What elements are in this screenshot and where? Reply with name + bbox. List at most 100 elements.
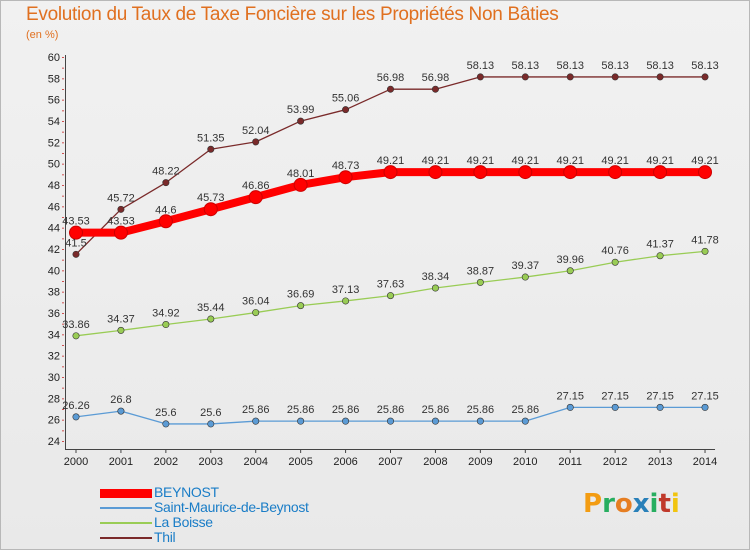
data-label-beynost: 49.21 [512,155,540,167]
data-label-la-boisse: 38.87 [467,265,495,277]
data-label-la-boisse: 37.13 [332,284,360,296]
point-la-boisse [431,284,439,292]
y-minor-tick [62,408,64,410]
y-minor-tick [62,174,64,176]
x-tick-label: 2010 [513,456,537,468]
data-label-thil: 58.13 [601,60,629,72]
y-tick-label: 58 [48,73,60,85]
point-thil [656,73,664,81]
data-label-la-boisse: 34.37 [107,313,135,325]
point-saint-maurice-de-beynost [207,420,215,428]
point-la-boisse [162,321,170,329]
y-minor-tick [62,430,64,432]
point-la-boisse [566,267,574,275]
point-saint-maurice-de-beynost [656,403,664,411]
data-label-saint-maurice-de-beynost: 25.86 [287,404,315,416]
point-thil [207,145,215,153]
y-minor-tick [62,120,64,122]
point-saint-maurice-de-beynost [297,417,305,425]
y-minor-tick [62,163,64,165]
y-minor-tick [62,441,64,442]
point-saint-maurice-de-beynost [431,417,439,425]
y-minor-tick [62,67,64,69]
y-tick-label: 56 [48,95,60,107]
point-saint-maurice-de-beynost [252,417,260,425]
logo-letter: P [583,489,603,519]
point-beynost [383,165,398,180]
point-beynost [113,225,128,240]
data-label-saint-maurice-de-beynost: 25.86 [242,404,270,416]
point-thil [431,85,439,93]
point-beynost [473,165,488,180]
logo-letter: i [670,489,680,519]
x-tick-label: 2003 [199,456,223,468]
y-minor-tick [62,152,64,154]
point-beynost [338,170,353,185]
x-tick-label: 2006 [333,456,357,468]
legend-swatch-saint-maurice [100,507,152,509]
point-thil [297,117,305,125]
data-label-la-boisse: 38.34 [422,271,450,283]
y-tick-label: 34 [48,329,60,341]
series-layer [69,73,713,428]
point-la-boisse [656,252,664,260]
y-minor-tick [62,376,64,378]
data-label-la-boisse: 36.04 [242,296,270,308]
point-la-boisse [207,315,215,323]
point-la-boisse [476,278,484,286]
x-tick-label: 2012 [603,456,627,468]
x-tick-label: 2014 [693,456,717,468]
point-beynost [698,165,713,180]
point-la-boisse [701,247,709,255]
data-label-thil: 48.22 [152,166,180,178]
point-beynost [518,165,533,180]
data-label-saint-maurice-de-beynost: 26.8 [110,394,131,406]
data-label-beynost: 49.21 [646,155,674,167]
point-saint-maurice-de-beynost [611,403,619,411]
y-tick-label: 40 [48,265,60,277]
y-minor-tick [62,280,64,282]
point-saint-maurice-de-beynost [72,413,80,421]
y-minor-tick [62,227,64,229]
x-tick-label: 2004 [243,456,267,468]
data-label-beynost: 49.21 [691,155,719,167]
data-label-thil: 41.5 [65,237,86,249]
y-tick-label: 54 [48,116,60,128]
point-beynost [608,165,623,180]
y-minor-tick [62,99,64,101]
legend-item-thil: Thil [100,529,400,545]
x-tick-label: 2011 [558,456,582,468]
data-label-beynost: 44.6 [155,204,176,216]
data-label-la-boisse: 37.63 [377,279,405,291]
y-minor-tick [62,56,64,58]
x-tick-label: 2008 [423,456,447,468]
y-minor-tick [62,238,64,240]
point-thil [521,73,529,81]
y-tick-label: 36 [48,308,60,320]
point-la-boisse [611,258,619,266]
data-label-saint-maurice-de-beynost: 25.86 [467,404,495,416]
y-minor-tick [62,334,64,336]
point-thil [72,250,80,258]
point-thil [476,73,484,81]
data-label-beynost: 48.73 [332,160,360,172]
data-label-la-boisse: 40.76 [601,245,629,257]
data-label-beynost: 49.21 [422,155,450,167]
data-label-thil: 58.13 [646,60,674,72]
data-label-beynost: 48.01 [287,168,315,180]
y-tick-label: 24 [48,436,60,448]
data-label-la-boisse: 41.78 [691,234,719,246]
x-tick-label: 2001 [109,456,133,468]
data-label-saint-maurice-de-beynost: 25.86 [332,404,360,416]
y-tick-label: 44 [48,223,60,235]
logo-letter: t [658,489,671,519]
y-minor-tick [62,259,64,261]
legend-swatch-la-boisse [100,522,152,524]
logo-letter: i [649,489,659,519]
y-minor-tick [62,355,64,357]
data-label-saint-maurice-de-beynost: 27.15 [556,390,584,402]
point-beynost [69,225,83,240]
point-thil [117,205,125,213]
proxiti-logo: Proxiti [583,489,680,519]
